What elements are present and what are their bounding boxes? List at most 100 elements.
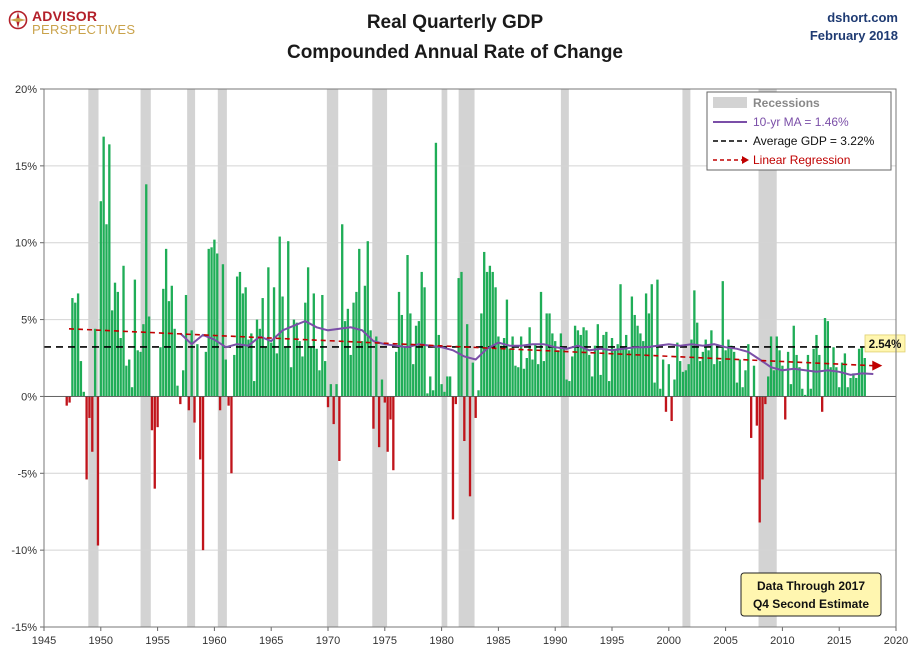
gdp-bar [380,379,384,397]
gdp-bar [199,396,202,460]
gdp-bar [502,338,506,397]
gdp-bar [338,396,341,461]
gdp-bar [795,354,798,397]
gdp-bar [608,381,611,397]
gdp-bar [715,344,719,397]
gdp-bar [860,347,864,397]
gdp-bar [318,370,321,397]
gdp-bar [457,278,460,397]
gdp-bar [664,396,668,412]
gdp-bar [590,376,594,397]
gdp-bar [690,339,693,397]
gdp-bar [843,353,847,397]
gdp-bar [210,247,213,397]
gdp-bar [201,396,205,551]
gdp-bar [431,390,435,397]
gdp-bar [784,396,787,420]
gdp-bar [573,325,577,397]
gdp-bar [429,376,432,397]
gdp-bar [517,367,520,397]
gdp-bar [829,367,832,397]
gdp-bar [551,333,554,397]
gdp-bar [483,251,486,397]
gdp-bar [616,344,619,397]
gdp-bar [579,334,582,397]
gdp-bar [159,347,162,397]
gdp-bar [306,267,310,397]
gdp-bar [863,358,866,397]
gdp-bar [565,379,568,397]
gdp-bar [815,334,818,397]
gdp-bar [207,248,210,397]
gdp-bar [673,379,676,397]
recession-band-4 [326,89,339,627]
gdp-bar [542,361,546,397]
gdp-bar [309,347,313,397]
gdp-bar [849,377,852,397]
gdp-bar [275,353,279,397]
gdp-bar [593,345,597,397]
gdp-bar [676,342,679,397]
gdp-bar [727,339,730,397]
gdp-bar [182,370,185,397]
legend-label-3: Linear Regression [753,153,850,167]
gdp-bar [221,264,225,397]
gdp-bar [258,328,262,397]
x-tick-label-15: 2020 [884,635,908,647]
gdp-bar [818,354,821,397]
gdp-bar [605,331,608,397]
gdp-bar [721,281,724,397]
gdp-bar [173,328,176,397]
gdp-bar [588,354,591,397]
gdp-bar [744,370,747,397]
x-tick-label-8: 1985 [486,635,510,647]
gdp-bar [679,361,682,397]
gdp-bar [838,387,841,397]
gdp-bar [713,364,716,397]
data-through-line2: Q4 Second Estimate [753,597,869,611]
gdp-bar [451,396,455,520]
gdp-bar [99,201,102,397]
gdp-bar [355,291,358,397]
gdp-bar [176,385,179,397]
gdp-bar [147,316,151,397]
chart-title: Real Quarterly GDP [366,12,544,33]
x-tick-label-1: 1950 [89,635,113,647]
gdp-bar [505,299,509,397]
gdp-bar [789,384,793,397]
gdp-bar [755,396,759,426]
source-label: dshort.com [827,10,898,25]
gdp-bar [642,341,645,397]
gdp-bar [798,367,801,397]
gdp-bar [494,287,497,397]
recession-band-10 [758,89,777,627]
gdp-bar [102,136,105,397]
gdp-bar [213,239,216,397]
legend-label-2: Average GDP = 3.22% [753,134,875,148]
gdp-bar [681,371,685,397]
gdp-bar [190,330,193,397]
gdp-bar [758,396,761,523]
gdp-bar [491,271,494,397]
gdp-bar [335,384,338,397]
gdp-bar [738,359,741,397]
gdp-bar [627,350,631,397]
gdp-bar [463,396,466,442]
gdp-bar [360,341,364,397]
gdp-bar [423,287,426,397]
gdp-bar [585,330,588,397]
gdp-bar [826,321,830,397]
gdp-bar [534,344,537,397]
gdp-bar [284,347,287,397]
gdp-bar [693,290,696,397]
gdp-bar [74,302,77,397]
gdp-bar [244,287,247,397]
gdp-bar [750,396,753,438]
gdp-bar [639,333,642,397]
gdp-bar [656,279,659,397]
gdp-bar [701,351,705,397]
plot-border [43,88,897,628]
gdp-bar [454,396,457,405]
gdp-bar [466,324,469,397]
gdp-bar [111,310,114,397]
